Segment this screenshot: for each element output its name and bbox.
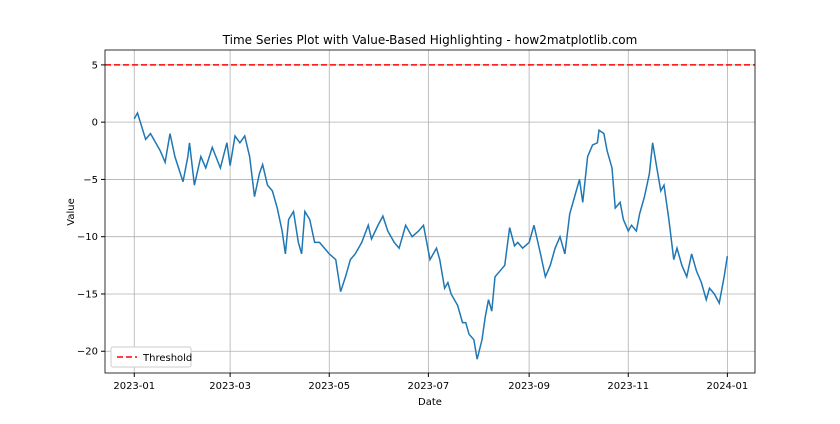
x-tick-label: 2023-05 <box>308 381 350 392</box>
x-axis-label: Date <box>418 397 442 408</box>
y-tick-label: −10 <box>77 232 98 243</box>
axes-frame <box>104 49 756 374</box>
y-tick-label: −5 <box>83 175 98 186</box>
x-tick-label: 2023-03 <box>209 381 251 392</box>
data-line <box>133 111 729 360</box>
y-tick-label: −15 <box>77 289 98 300</box>
x-tick-label: 2023-11 <box>607 381 649 392</box>
chart-title: Time Series Plot with Value-Based Highli… <box>222 33 638 47</box>
x-tick-label: 2023-07 <box>407 381 449 392</box>
y-tick-label: 0 <box>92 118 98 129</box>
y-tick-label: −20 <box>77 347 98 358</box>
x-tick-label: 2023-01 <box>113 381 155 392</box>
x-tick-label: 2024-01 <box>706 381 748 392</box>
legend-box <box>110 346 192 368</box>
x-tick-label: 2023-09 <box>508 381 550 392</box>
y-tick-label: 5 <box>92 60 98 71</box>
legend-label: Threshold <box>142 353 192 364</box>
y-axis-label: Value <box>66 198 77 225</box>
